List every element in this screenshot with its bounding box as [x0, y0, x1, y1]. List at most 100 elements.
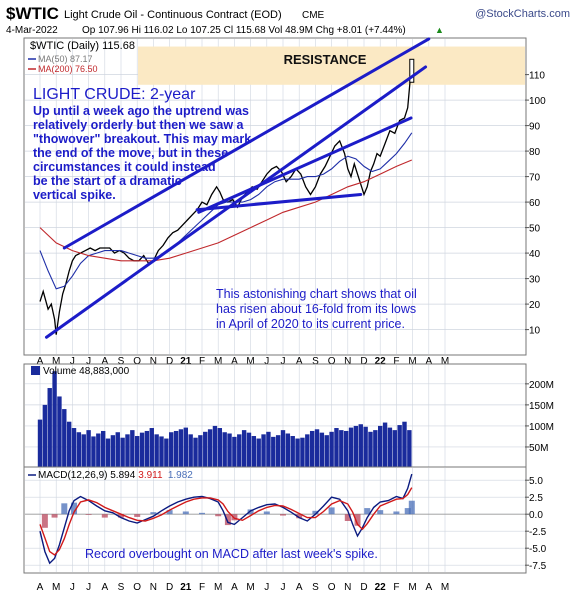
macd-histogram	[41, 500, 415, 528]
annotation-note-line: has risen about 16-fold from its lows	[216, 302, 416, 316]
price-y-tick-label: 90	[529, 122, 541, 133]
volume-bar	[81, 434, 86, 468]
volume-bar	[309, 430, 315, 468]
price-y-tick-label: 50	[529, 224, 541, 235]
price-legend-symbol: $WTIC (Daily) 115.68	[30, 40, 135, 52]
macd-histogram-bar	[61, 503, 68, 515]
month-tick-label: 22	[375, 356, 387, 367]
volume-bar	[373, 430, 378, 468]
macd-histogram-bar	[199, 512, 205, 515]
volume-bar	[144, 430, 150, 468]
trendlines	[44, 37, 431, 339]
month-tick-label: J	[70, 356, 75, 367]
macd-histogram-bar	[263, 511, 270, 515]
resistance-label: RESISTANCE	[284, 52, 367, 67]
volume-bar	[100, 430, 106, 468]
volume-bar	[217, 428, 223, 468]
macd-histogram-bar	[51, 514, 58, 518]
exchange-label: CME	[302, 10, 325, 21]
macd-lines	[39, 473, 413, 565]
macd-histogram-bar	[166, 510, 173, 515]
volume-bar	[71, 428, 77, 468]
month-tick-label: A	[231, 356, 238, 367]
volume-bar	[222, 432, 227, 468]
volume-bar	[125, 434, 130, 468]
volume-bar	[314, 429, 320, 468]
price-series	[39, 58, 415, 335]
macd-legend-signal: 3.911	[138, 470, 163, 481]
month-tick-label: O	[328, 582, 336, 593]
volume-bar	[382, 422, 388, 468]
volume-y-tick-label: 200M	[529, 380, 554, 391]
ma200-line	[39, 159, 413, 262]
macd-y-tick-label: 0.0	[529, 510, 543, 521]
month-tick-label: S	[312, 582, 319, 593]
month-tick-label: N	[150, 582, 157, 593]
volume-bar	[86, 430, 91, 468]
month-tick-label: D	[360, 582, 367, 593]
volume-bar	[246, 432, 252, 468]
volume-bars	[37, 371, 412, 468]
volume-y-tick-label: 50M	[529, 443, 548, 454]
annotation-note-line: in April of 2020 to its current price.	[216, 317, 405, 331]
volume-bar	[164, 438, 169, 468]
month-tick-label: J	[70, 582, 75, 593]
month-tick-label: 21	[180, 356, 192, 367]
month-tick-label: J	[264, 356, 269, 367]
month-tick-label: S	[118, 582, 125, 593]
month-tick-label: A	[425, 356, 432, 367]
volume-bar	[173, 430, 179, 468]
resistance-band	[138, 46, 525, 85]
trendline	[44, 65, 428, 339]
price-y-tick-label: 20	[529, 300, 541, 311]
volume-bar	[305, 434, 310, 468]
annotation-paragraph-line: vertical spike.	[33, 188, 116, 202]
macd-histogram-bar	[182, 511, 189, 515]
price-y-tick-label: 110	[529, 71, 545, 82]
volume-bar	[378, 425, 383, 468]
macd-histogram-bar	[377, 510, 384, 515]
month-tick-label: S	[312, 356, 319, 367]
month-tick-label: D	[166, 582, 173, 593]
month-tick-label: M	[52, 582, 60, 593]
volume-bar	[266, 431, 271, 468]
macd-histogram-bar	[393, 511, 400, 515]
volume-bar	[149, 428, 154, 468]
volume-bar	[130, 430, 135, 468]
macd-histogram-bar	[118, 514, 124, 518]
macd-panel: -7.5 -5.0 -2.5 0.0 2.5 5.0 MACD(12,26,9) 5.89…	[23, 466, 547, 574]
volume-bar	[241, 430, 247, 468]
annotation-paragraph-line: the end of the move, but in these	[33, 146, 228, 160]
volume-bar	[397, 425, 402, 468]
month-tick-label: 22	[375, 582, 387, 593]
month-tick-label: M	[441, 356, 449, 367]
annotation-note: This astonishing chart shows that oilhas…	[216, 287, 417, 331]
price-panel-frame	[23, 37, 527, 356]
month-tick-label: M	[52, 356, 60, 367]
volume-bar	[193, 437, 198, 468]
volume-bar	[271, 436, 276, 468]
price-y-tick-label: 100	[529, 96, 546, 107]
annotation-paragraph-line: circumstances it could instead	[33, 160, 216, 174]
symbol-title: $WTIC	[6, 4, 59, 23]
month-tick-label: D	[166, 356, 173, 367]
macd-y-axis: -7.5 -5.0 -2.5 0.0 2.5 5.0	[525, 476, 547, 572]
volume-bar	[392, 430, 397, 468]
macd-histogram-bar	[280, 514, 286, 516]
macd-y-tick-label: -7.5	[529, 561, 547, 572]
volume-y-axis: 50M 100M 150M 200M	[525, 380, 554, 454]
volume-bar	[52, 371, 57, 468]
volume-bar	[37, 419, 43, 468]
volume-bar	[178, 429, 184, 468]
bar-date: 4-Mar-2022	[6, 25, 58, 36]
volume-swatch	[31, 366, 40, 375]
macd-histogram-bar	[85, 514, 92, 515]
last-candle	[409, 58, 415, 83]
volume-bar	[353, 425, 359, 468]
month-tick-label: N	[344, 582, 351, 593]
macd-histogram-bar	[224, 514, 231, 526]
volume-bar	[115, 432, 120, 468]
month-tick-label: F	[393, 356, 399, 367]
month-tick-label: A	[37, 582, 44, 593]
volume-bar	[188, 434, 193, 468]
